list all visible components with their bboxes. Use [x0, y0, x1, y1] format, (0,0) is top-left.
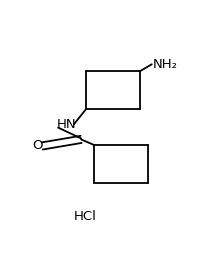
- Text: HN: HN: [57, 118, 77, 130]
- Text: NH₂: NH₂: [153, 58, 178, 71]
- Text: HCl: HCl: [74, 210, 97, 223]
- Text: O: O: [32, 139, 42, 152]
